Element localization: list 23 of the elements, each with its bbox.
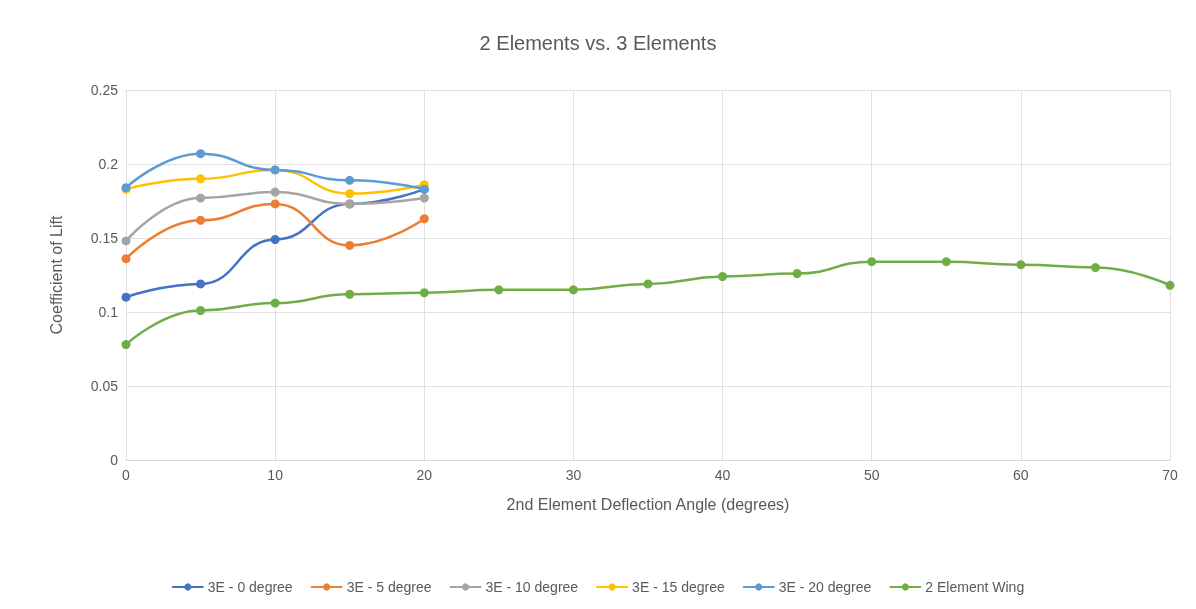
legend-label: 3E - 0 degree xyxy=(207,579,293,595)
x-tick-label: 30 xyxy=(565,467,582,483)
x-tick-label: 40 xyxy=(714,467,731,483)
legend-label: 3E - 15 degree xyxy=(632,579,725,595)
x-tick-label: 50 xyxy=(863,467,880,483)
y-tick-label: 0.15 xyxy=(90,230,119,246)
y-tick-label: 0.25 xyxy=(90,82,119,98)
legend-label: 3E - 5 degree xyxy=(346,579,432,595)
legend-label: 3E - 10 degree xyxy=(485,579,579,595)
x-tick-label: 0 xyxy=(122,467,131,483)
legend-label: 2 Element Wing xyxy=(925,579,1025,595)
x-axis-title: 2nd Element Deflection Angle (degrees) xyxy=(506,495,790,513)
y-tick-label: 0.05 xyxy=(90,378,119,394)
y-axis-title: Coefficient of Lift xyxy=(47,215,65,335)
x-tick-label: 20 xyxy=(416,467,433,483)
x-tick-label: 10 xyxy=(267,467,284,483)
y-tick-label: 0.2 xyxy=(98,156,119,172)
y-tick-label: 0 xyxy=(110,452,119,468)
x-tick-label: 70 xyxy=(1162,467,1178,483)
y-tick-label: 0.1 xyxy=(98,304,119,320)
x-tick-label: 60 xyxy=(1013,467,1029,483)
chart-title: 2 Elements vs. 3 Elements xyxy=(479,32,717,54)
legend-label: 3E - 20 degree xyxy=(778,579,872,595)
